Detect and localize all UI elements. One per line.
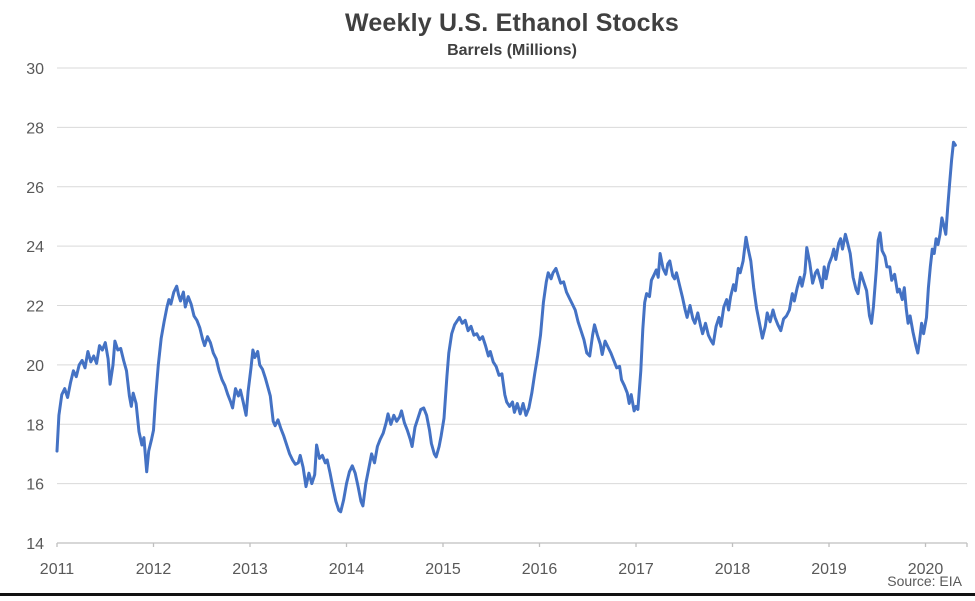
x-axis-label: 2011 [40, 561, 75, 578]
y-axis-label: 16 [26, 477, 44, 494]
y-axis-label: 24 [26, 239, 44, 256]
x-axis-label: 2017 [618, 561, 654, 578]
x-axis-label: 2016 [522, 561, 558, 578]
x-axis-label: 2012 [136, 561, 172, 578]
bottom-accent-bar [0, 593, 975, 596]
chart-subtitle: Barrels (Millions) [447, 42, 577, 59]
y-axis-label: 20 [26, 358, 44, 375]
y-axis-label: 22 [26, 299, 44, 316]
y-axis-label: 30 [26, 61, 44, 78]
x-axis-label: 2013 [232, 561, 268, 578]
y-axis-label: 26 [26, 180, 44, 197]
x-axis-label: 2014 [329, 561, 365, 578]
y-axis-label: 28 [26, 120, 44, 137]
x-axis-label: 2019 [811, 561, 847, 578]
source-attribution: Source: EIA [887, 573, 962, 589]
x-axis-label: 2018 [715, 561, 751, 578]
y-axis-label: 14 [26, 536, 44, 553]
ethanol-stocks-series-line [55, 140, 957, 514]
x-axis-label: 2020 [908, 561, 944, 578]
y-axis-label: 18 [26, 417, 44, 434]
x-axis-label: 2015 [425, 561, 461, 578]
chart-title: Weekly U.S. Ethanol Stocks [344, 9, 679, 37]
